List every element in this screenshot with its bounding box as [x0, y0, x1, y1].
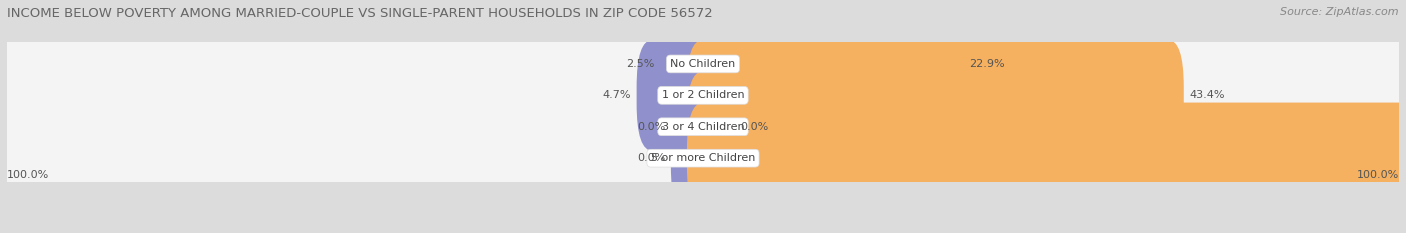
- FancyBboxPatch shape: [671, 103, 718, 214]
- FancyBboxPatch shape: [688, 40, 1184, 151]
- Text: 43.4%: 43.4%: [1189, 90, 1225, 100]
- FancyBboxPatch shape: [1, 85, 1405, 232]
- FancyBboxPatch shape: [0, 0, 1406, 138]
- Text: INCOME BELOW POVERTY AMONG MARRIED-COUPLE VS SINGLE-PARENT HOUSEHOLDS IN ZIP COD: INCOME BELOW POVERTY AMONG MARRIED-COUPL…: [7, 7, 713, 20]
- Text: 3 or 4 Children: 3 or 4 Children: [662, 122, 744, 132]
- Text: 100.0%: 100.0%: [7, 170, 49, 180]
- Text: 0.0%: 0.0%: [637, 122, 665, 132]
- Text: 2.5%: 2.5%: [627, 59, 655, 69]
- FancyBboxPatch shape: [1, 0, 1405, 137]
- Text: 0.0%: 0.0%: [741, 122, 769, 132]
- FancyBboxPatch shape: [1, 22, 1405, 169]
- FancyBboxPatch shape: [688, 103, 1406, 214]
- FancyBboxPatch shape: [661, 8, 718, 120]
- FancyBboxPatch shape: [0, 84, 1406, 233]
- FancyBboxPatch shape: [671, 71, 718, 182]
- FancyBboxPatch shape: [0, 21, 1406, 170]
- Text: 5 or more Children: 5 or more Children: [651, 153, 755, 163]
- FancyBboxPatch shape: [0, 52, 1406, 201]
- FancyBboxPatch shape: [637, 40, 718, 151]
- Text: 0.0%: 0.0%: [637, 153, 665, 163]
- FancyBboxPatch shape: [1, 53, 1405, 200]
- Text: 22.9%: 22.9%: [970, 59, 1005, 69]
- FancyBboxPatch shape: [688, 8, 965, 120]
- FancyBboxPatch shape: [688, 71, 735, 182]
- Text: 1 or 2 Children: 1 or 2 Children: [662, 90, 744, 100]
- Text: Source: ZipAtlas.com: Source: ZipAtlas.com: [1281, 7, 1399, 17]
- Text: No Children: No Children: [671, 59, 735, 69]
- Text: 4.7%: 4.7%: [603, 90, 631, 100]
- Text: 100.0%: 100.0%: [1357, 170, 1399, 180]
